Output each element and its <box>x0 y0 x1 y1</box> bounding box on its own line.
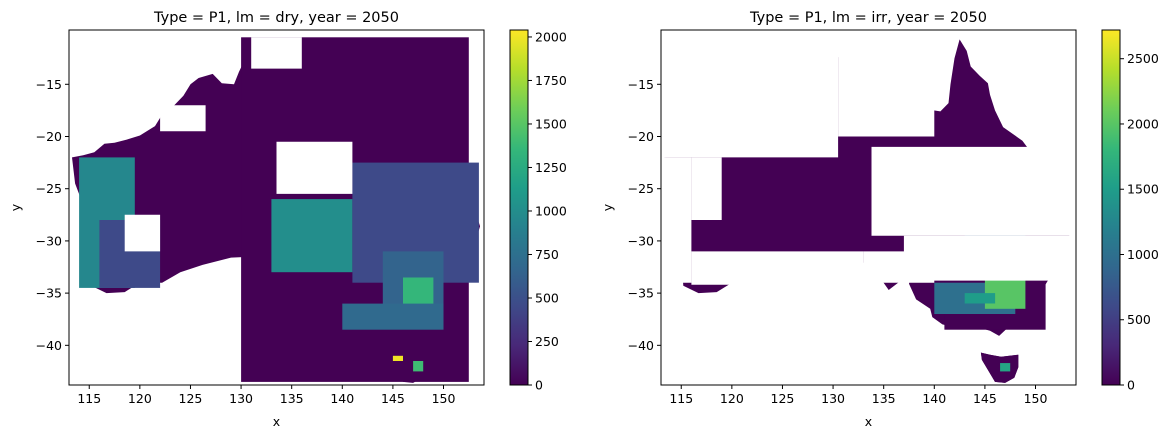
colorbar-tick-label: 500 <box>1127 312 1151 327</box>
colorbar-tick-label: 1000 <box>535 203 567 218</box>
irr-panel: Type = P1, lm = irr, year = 2050 115 120 1… <box>600 10 1159 429</box>
x-tick-label: 145 <box>381 391 405 406</box>
irr-colorbar <box>1102 30 1120 385</box>
dry-x-ticks: 115 120 125 130 135 140 145 150 <box>77 385 455 406</box>
y-tick-label: −35 <box>36 286 62 301</box>
no-data-gap-2 <box>124 214 161 252</box>
y-tick-label: −40 <box>36 338 62 353</box>
dry-panel: Type = P1, lm = dry, year = 2050 115 120 1… <box>8 10 567 429</box>
irr-x-ticks: 115 120 125 130 135 140 145 150 <box>669 385 1047 406</box>
dry-title: Type = P1, lm = dry, year = 2050 <box>153 10 399 26</box>
colorbar-tick-label: 250 <box>535 334 559 349</box>
colorbar-tick-label: 0 <box>1127 378 1135 393</box>
x-tick-label: 140 <box>922 391 946 406</box>
dry-y-axis-label: y <box>8 203 23 211</box>
x-tick-label: 125 <box>179 391 203 406</box>
no-data-gap-2 <box>871 146 1076 236</box>
irr-plot-frame <box>660 29 1077 386</box>
no-data-gap-1 <box>661 157 692 283</box>
dry-colorbar <box>510 30 528 385</box>
irr-y-ticks: −15 −20 −25 −30 −35 −40 <box>628 77 661 353</box>
land-tasmania-top <box>980 352 1019 383</box>
x-tick-label: 130 <box>229 391 253 406</box>
no-data-gap-0 <box>276 141 353 194</box>
y-tick-label: −20 <box>628 129 654 144</box>
no-data-gap-1 <box>251 37 302 69</box>
colorbar-tick-label: 1000 <box>1127 247 1159 262</box>
dry-colorbar-ticks: 0 250 500 750 1000 1250 1500 1750 2000 <box>528 29 567 393</box>
irr-map <box>661 30 1076 383</box>
y-tick-label: −30 <box>628 233 654 248</box>
no-data-gap-6 <box>838 32 935 137</box>
y-tick-label: −15 <box>36 77 62 92</box>
x-tick-label: 125 <box>771 391 795 406</box>
x-tick-label: 135 <box>280 391 304 406</box>
x-tick-label: 120 <box>720 391 744 406</box>
value-region-3 <box>271 199 353 273</box>
y-tick-label: −20 <box>36 129 62 144</box>
y-tick-label: −25 <box>36 181 62 196</box>
colorbar-tick-label: 1500 <box>1127 182 1159 197</box>
dry-map <box>72 37 480 383</box>
y-tick-label: −35 <box>628 286 654 301</box>
x-tick-label: 140 <box>330 391 354 406</box>
value-region-9 <box>392 355 403 361</box>
tasmania-hotspot <box>1000 363 1011 372</box>
value-region-8 <box>413 361 424 372</box>
dry-x-axis-label: x <box>273 414 280 429</box>
colorbar-tick-label: 750 <box>535 247 559 262</box>
value-region-6 <box>403 277 434 309</box>
irr-x-axis-label: x <box>865 414 872 429</box>
irr-colorbar-ticks: 0 500 1000 1500 2000 2500 <box>1120 51 1159 393</box>
y-tick-label: −30 <box>36 233 62 248</box>
colorbar-tick-label: 2000 <box>535 29 567 44</box>
x-tick-label: 120 <box>128 391 152 406</box>
dry-y-ticks: −15 −20 −25 −30 −35 −40 <box>36 77 69 353</box>
no-data-gap-4 <box>691 251 864 285</box>
colorbar-tick-label: 1250 <box>535 160 567 175</box>
x-tick-label: 115 <box>77 391 101 406</box>
value-region-7 <box>342 303 444 330</box>
dry-colorbar-frame <box>509 29 529 386</box>
no-data-gap-5 <box>863 251 935 283</box>
y-tick-label: −40 <box>628 338 654 353</box>
no-data-gap-3 <box>160 105 206 132</box>
dry-plot-frame <box>68 29 485 386</box>
irr-y-axis-label: y <box>600 203 615 211</box>
x-tick-label: 150 <box>1024 391 1048 406</box>
no-data-gap-7 <box>691 157 722 220</box>
colorbar-tick-label: 0 <box>535 378 543 393</box>
irr-colorbar-frame <box>1101 29 1121 386</box>
x-tick-label: 115 <box>669 391 693 406</box>
colorbar-tick-label: 2500 <box>1127 51 1159 66</box>
irr-title: Type = P1, lm = irr, year = 2050 <box>749 10 987 26</box>
no-data-gap-3 <box>903 235 1076 281</box>
x-tick-label: 150 <box>432 391 456 406</box>
colorbar-tick-label: 1750 <box>535 73 567 88</box>
x-tick-label: 145 <box>973 391 997 406</box>
x-tick-label: 135 <box>872 391 896 406</box>
colorbar-tick-label: 2000 <box>1127 116 1159 131</box>
no-data-gap-0 <box>661 30 839 158</box>
colorbar-tick-label: 1500 <box>535 116 567 131</box>
x-tick-label: 130 <box>821 391 845 406</box>
y-tick-label: −15 <box>628 77 654 92</box>
colorbar-tick-label: 500 <box>535 290 559 305</box>
y-tick-label: −25 <box>628 181 654 196</box>
value-region-4 <box>964 293 996 304</box>
